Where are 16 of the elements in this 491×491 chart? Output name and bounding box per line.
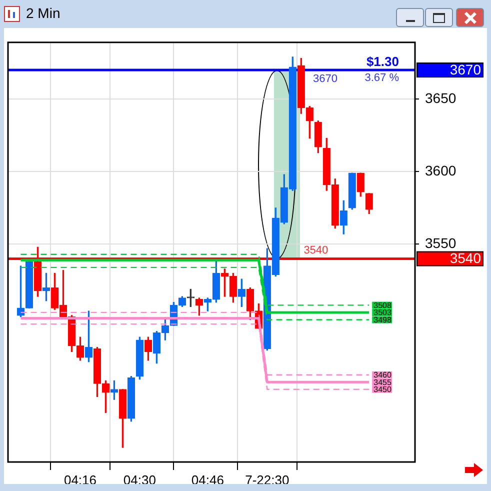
data-label: 3498 <box>374 315 392 324</box>
y-tick-label: 3600 <box>425 162 456 178</box>
data-label: 3460 <box>374 370 392 380</box>
annotation: 3670 <box>313 72 338 85</box>
y-tick-label: 3550 <box>425 235 456 252</box>
ref-line-label: 3540 <box>450 250 482 266</box>
data-label: 3508 <box>374 300 392 310</box>
annotation: $1.30 <box>366 54 399 69</box>
y-tick-label: 3650 <box>425 90 456 106</box>
data-label: 3503 <box>374 308 392 318</box>
data-label: 3455 <box>374 378 392 387</box>
ref-line-label: 3670 <box>450 61 482 78</box>
annotation: 3540 <box>304 244 328 257</box>
data-label: 3450 <box>374 385 392 394</box>
annotation: 3.67 % <box>364 72 400 84</box>
chart-title: 2 Min <box>26 5 60 21</box>
